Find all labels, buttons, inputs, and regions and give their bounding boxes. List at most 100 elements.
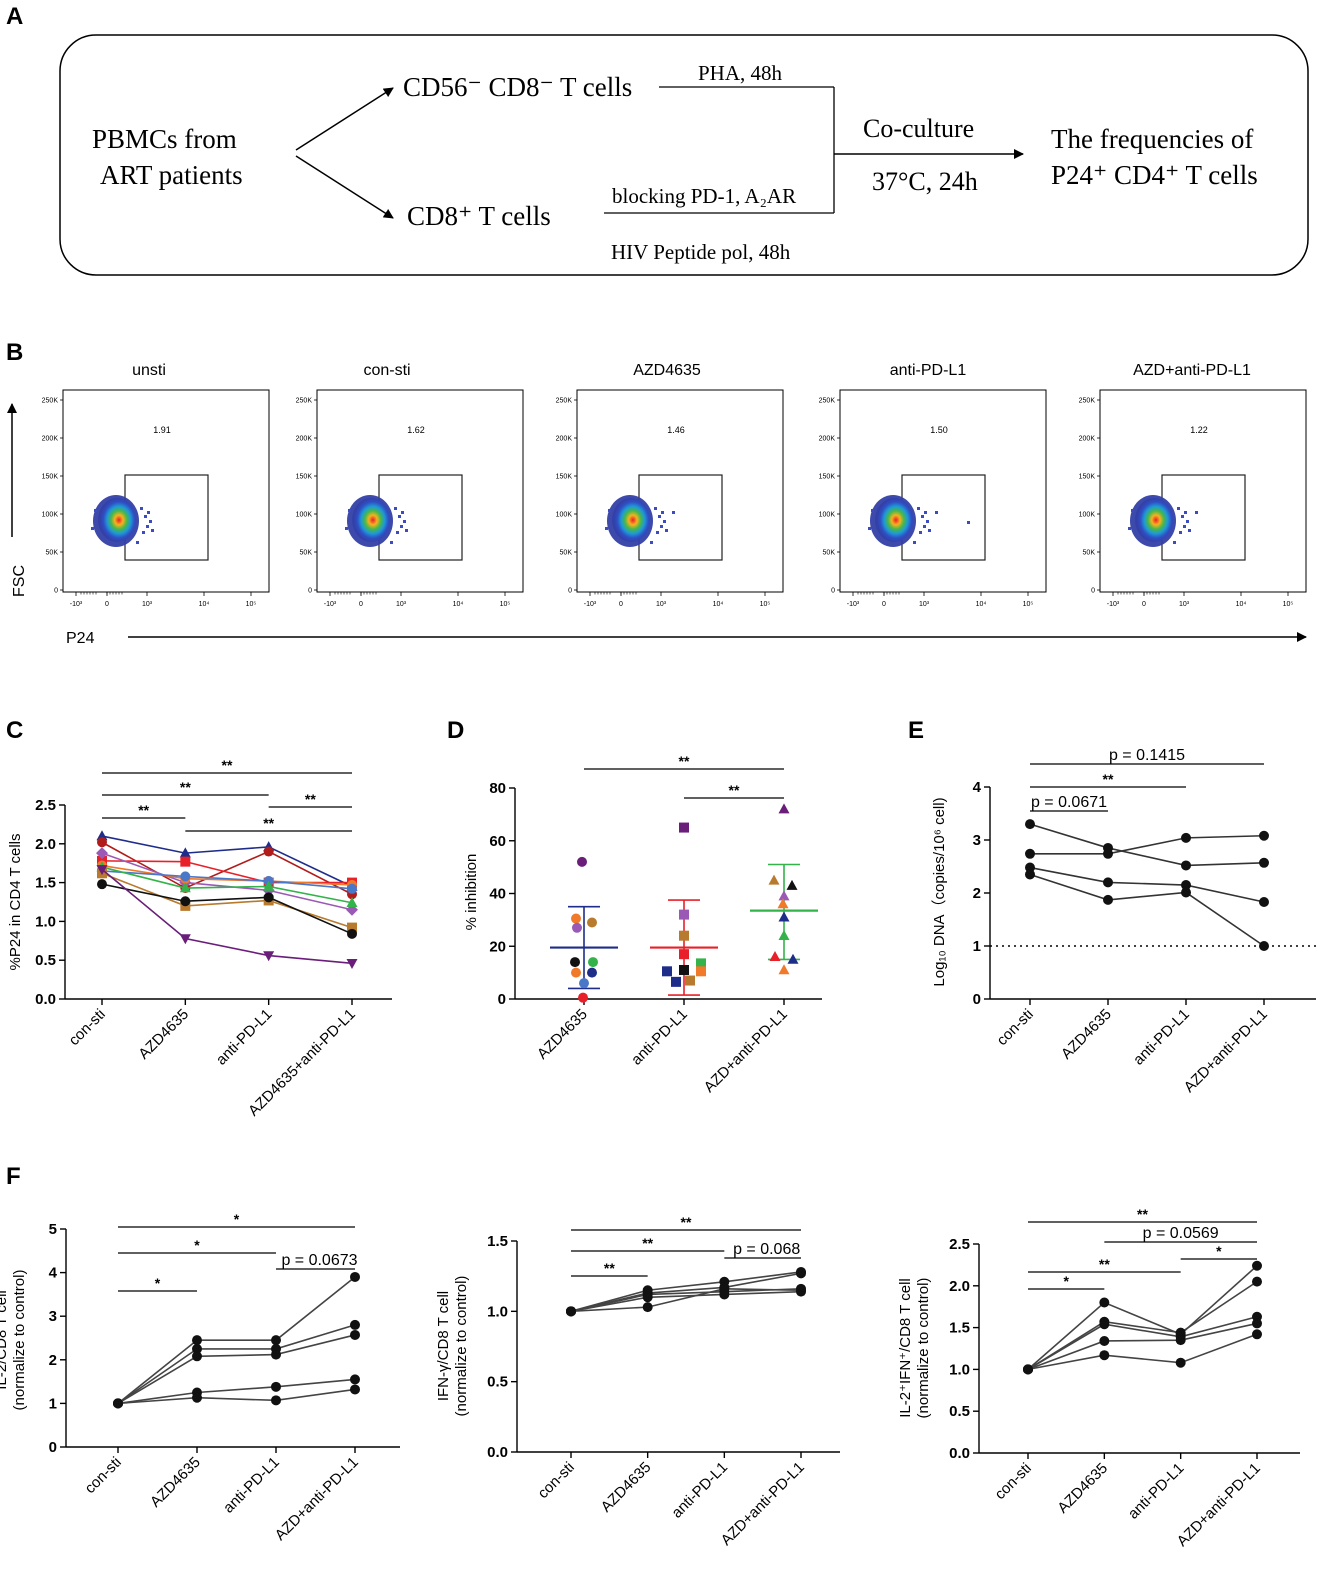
data-point	[1099, 1335, 1110, 1346]
flow-x-tick-label: 0	[619, 601, 623, 608]
fsc-axis-label: FSC	[11, 565, 28, 597]
data-point	[97, 837, 107, 848]
data-point	[566, 1306, 576, 1317]
y-tick-label: 0.5	[35, 952, 56, 969]
y-axis-label: Log₁₀ DNA（copies/10⁶ cell)	[931, 797, 948, 986]
source-line2: ART patients	[100, 160, 243, 190]
x-tick-label: con-sti	[82, 1454, 125, 1497]
flow-event	[665, 529, 668, 532]
flow-x-tick-label: 10³	[142, 601, 153, 608]
series-line	[101, 841, 353, 895]
data-point	[263, 880, 275, 891]
y-tick-label: 2.0	[35, 836, 56, 853]
panel-f1-chart: 0 1 2 3 4 5 con-sti AZD4635 anti-PD-L1AZD+anti-P…	[0, 1211, 400, 1544]
y-tick-label: 4	[973, 779, 982, 796]
data-point	[719, 1283, 730, 1294]
data-point	[570, 957, 580, 968]
cell-population-density	[352, 498, 390, 542]
series-line	[117, 1388, 356, 1405]
flow-x-tick-label: 10³	[1179, 601, 1190, 608]
data-point	[778, 964, 790, 975]
data-point	[96, 865, 108, 876]
flow-event	[605, 527, 608, 530]
data-point	[1259, 897, 1269, 908]
flow-event	[1177, 507, 1180, 510]
series-line	[101, 872, 353, 929]
flow-event	[401, 511, 404, 514]
series-line	[1027, 1265, 1258, 1371]
data-point	[1252, 1329, 1262, 1340]
series-line	[570, 1271, 802, 1313]
flow-event	[868, 527, 871, 530]
flow-event	[144, 515, 147, 518]
x-tick-label: AZD+anti-PD-L1	[701, 1006, 791, 1096]
flow-event	[919, 531, 922, 534]
data-point	[179, 882, 191, 893]
flow-event	[396, 531, 399, 534]
flow-x-tick-label: -10³	[1107, 601, 1120, 608]
y-tick-label: 0.0	[35, 991, 56, 1008]
y-tick-label: 3	[973, 832, 981, 849]
flow-x-tick-label: 10⁴	[199, 601, 210, 608]
y-axis-label: IL-2⁺IFN⁺/CD8 T cell	[897, 1278, 914, 1417]
y-tick-label: 1.5	[35, 875, 56, 892]
flow-plot-frame	[576, 389, 784, 593]
flow-event	[91, 527, 94, 530]
y-axis-label: % inhibition	[463, 854, 480, 931]
flow-event	[654, 507, 657, 510]
data-point	[1025, 862, 1035, 873]
source-line1: PBMCs from	[92, 124, 237, 154]
flow-event	[608, 509, 611, 512]
panel-b-flow-plots: unsti 0 50K 100K 150K 200K 250K -10³ 0 10³ 10⁴ 10⁵ 1…	[42, 362, 1307, 608]
y-tick-label: 2.5	[35, 797, 56, 814]
y-tick-label: 1.0	[487, 1303, 508, 1320]
flow-event	[672, 511, 675, 514]
data-point	[1025, 819, 1035, 830]
x-tick-label: con-sti	[535, 1459, 578, 1502]
data-point	[778, 803, 790, 814]
significance-label: **	[679, 753, 690, 769]
flow-y-tick-label: 0	[568, 588, 572, 595]
data-point	[778, 890, 790, 901]
series-4	[113, 1384, 360, 1409]
flow-event	[923, 525, 926, 528]
cell-population-density	[612, 498, 650, 542]
x-tick-label: AZD+anti-PD-L1	[1174, 1460, 1264, 1550]
y-tick-label: 80	[489, 780, 506, 797]
data-point	[1099, 1297, 1110, 1308]
top-cells-label: CD56⁻ CD8⁻ T cells	[403, 72, 632, 102]
data-point	[113, 1398, 123, 1409]
data-point	[796, 1285, 806, 1296]
cell-population-density	[875, 498, 913, 542]
schematic-box	[59, 34, 1309, 276]
y-tick-label: 2.0	[949, 1278, 970, 1295]
x-tick-label: anti-PD-L1	[220, 1454, 283, 1517]
x-tick-label: anti-PD-L1	[668, 1459, 731, 1522]
x-tick-label: AZD+anti-PD-L1	[272, 1454, 362, 1544]
panel-f2-chart: 0.0 0.5 1.0 1.5 con-sti AZD4635 anti-PD-L1AZD+…	[435, 1214, 840, 1549]
gate-percentage: 1.46	[667, 425, 685, 435]
panel-letter-a: A	[6, 3, 23, 30]
y-tick-label: 2.5	[949, 1236, 970, 1253]
data-point	[696, 958, 706, 969]
flow-event	[1188, 529, 1191, 532]
series-4	[1023, 1329, 1262, 1375]
flow-event	[348, 509, 351, 512]
y-axis-label: IL-2/CD8 T cell	[0, 1290, 10, 1390]
arrow-to-cd56	[295, 87, 394, 151]
series-2	[113, 1329, 360, 1409]
x-tick-label: anti-PD-L1	[628, 1006, 691, 1069]
significance-label: **	[1103, 771, 1114, 787]
flow-plot-title: AZD+anti-PD-L1	[1133, 362, 1251, 379]
data-point	[786, 879, 798, 890]
data-point	[642, 1302, 653, 1313]
data-point	[192, 1343, 202, 1354]
flow-x-tick-label: 10⁵	[1023, 601, 1034, 608]
y-axis-label: IFN-γ/CD8 T cell	[435, 1291, 452, 1401]
data-point	[263, 892, 274, 903]
flow-plot: anti-PD-L1 0 50K 100K 150K 200K 250K -10³ 0 10³ 10…	[819, 362, 1047, 608]
data-point	[1023, 1364, 1033, 1375]
flow-y-tick-label: 250K	[556, 398, 573, 405]
flow-event	[149, 520, 152, 523]
